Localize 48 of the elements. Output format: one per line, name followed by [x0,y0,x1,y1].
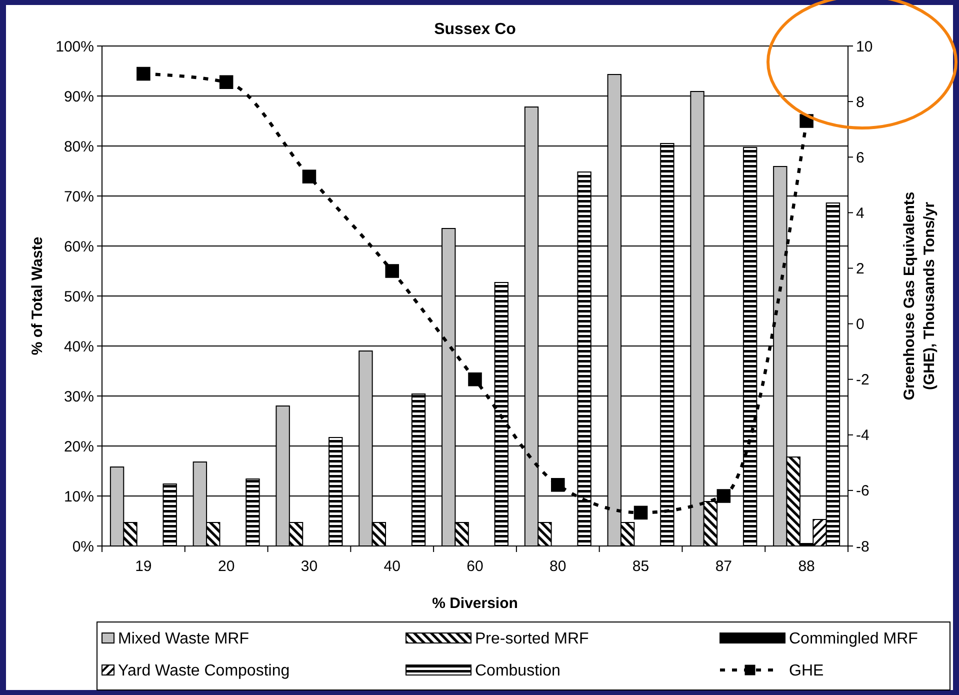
y2-axis-title: Greenhouse Gas Equivalents (GHE), Thousands Tons/yr [901,192,938,400]
y2-tick-label: 0 [856,316,864,334]
legend-label: Commingled MRF [789,630,918,648]
x-tick-label: 88 [798,558,815,575]
y-tick-label: 0% [72,538,94,556]
point [302,170,316,184]
y2-tick-label: 6 [856,149,864,166]
y2-tick-label: 4 [856,204,864,222]
x-tick-label: 60 [466,558,484,575]
x-tick-label: 40 [384,558,400,575]
y-tick-label: 90% [64,88,94,106]
legend-label: GHE [789,662,824,680]
y2-tick-label: -2 [856,372,870,389]
y-tick-label: 50% [64,288,94,306]
point [136,66,150,81]
y2-tick-label: 10 [856,38,873,56]
x-tick-label: 30 [300,558,318,575]
y-tick-label: 20% [64,438,94,456]
y-tick-label: 100% [56,38,94,56]
point [634,506,648,520]
x-tick-label: 19 [135,558,152,575]
y2-tick-label: -4 [856,427,870,444]
legend-label: Mixed Waste MRF [118,630,250,648]
x-axis-title: % Diversion [432,595,518,612]
point [468,372,482,386]
y-tick-label: 30% [64,388,94,406]
y2-tick-label: -8 [856,538,870,556]
y-axis-title: % of Total Waste [29,236,46,356]
x-tick-label: 85 [632,558,650,575]
y2-tick-label: 2 [856,260,864,278]
y2-tick-label: -6 [856,482,870,500]
legend-label: Combustion [475,662,560,680]
point [385,264,400,278]
point [716,489,731,503]
legend-label: Yard Waste Composting [118,662,290,680]
y-tick-label: 10% [64,488,94,506]
x-tick-label: 20 [218,558,235,575]
y-tick-label: 60% [64,238,94,256]
y-tick-label: 80% [64,138,94,156]
y2-tick-label: 8 [856,94,864,111]
y-tick-label: 70% [64,188,94,206]
point [550,478,565,492]
y-tick-label: 40% [64,338,94,356]
point [219,75,234,90]
legend-label: Pre-sorted MRF [475,630,590,648]
x-tick-label: 87 [715,558,732,575]
x-tick-label: 80 [550,558,566,575]
chart-title: Sussex Co [434,21,516,38]
